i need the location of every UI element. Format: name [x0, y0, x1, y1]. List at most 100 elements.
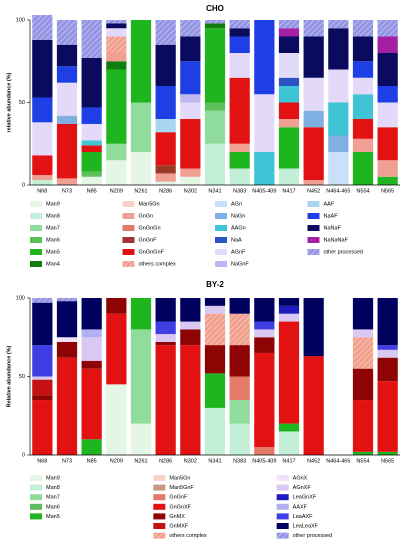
bar-segment — [229, 168, 250, 185]
bar-segment — [106, 298, 127, 314]
legend-label: Man7 — [46, 495, 60, 501]
bar-segment — [229, 152, 250, 169]
x-tick-label: N302 — [184, 458, 197, 464]
bar-segment — [328, 152, 349, 185]
bar-segment — [106, 69, 127, 144]
legend-label: GnGn — [139, 213, 154, 219]
x-tick-label: N68 — [37, 458, 47, 464]
bar-segment — [180, 345, 201, 455]
bar-segment — [254, 298, 275, 322]
x-tick-label: N565 — [381, 188, 394, 194]
x-tick-label: N341 — [208, 458, 221, 464]
bar-segment — [32, 302, 53, 346]
bar-segment — [106, 384, 127, 455]
bar-hatch — [32, 298, 53, 303]
bar-segment — [155, 334, 176, 342]
bar-segment — [56, 115, 78, 124]
legend-swatch — [276, 484, 289, 491]
legend-label: Man8 — [46, 485, 60, 491]
bar-segment — [352, 119, 374, 139]
legend-label: GnGnGn — [139, 225, 161, 231]
bar-segment — [352, 451, 374, 455]
bar-hatch — [328, 20, 349, 29]
bar-segment — [106, 143, 127, 161]
bar-segment — [155, 119, 176, 133]
bar-segment — [106, 53, 127, 62]
bar-hatch — [56, 298, 78, 302]
bar-segment — [229, 77, 250, 144]
x-tick-label: N286 — [159, 188, 172, 194]
bar-segment — [278, 127, 300, 169]
legend-swatch — [30, 213, 42, 219]
bar-segment — [377, 349, 398, 358]
bar-segment — [204, 110, 226, 144]
legend-label: Man6 — [46, 504, 60, 510]
bar-segment — [32, 400, 53, 455]
bar-segment — [303, 180, 324, 185]
legend-label: NaGnF — [231, 261, 249, 267]
bar-segment — [155, 44, 176, 86]
bar-segment — [56, 82, 78, 116]
bar-segment — [180, 329, 201, 346]
bar-segment — [278, 86, 300, 103]
bar-segment — [229, 36, 250, 53]
x-tick-label: N417 — [282, 458, 295, 464]
bar-segment — [130, 329, 152, 424]
bar-segment — [377, 160, 398, 177]
legend-swatch — [153, 503, 166, 510]
bar-segment — [32, 155, 53, 176]
y-tick-label: 50 — [19, 100, 25, 106]
x-tick-label: N464-465 — [326, 188, 350, 194]
x-tick-label: N68 — [37, 188, 47, 194]
x-tick-label: N261 — [134, 458, 147, 464]
bar-segment — [229, 423, 250, 455]
bar-segment — [81, 152, 102, 172]
bar-segment — [204, 28, 226, 103]
legend-label: others complex — [139, 261, 177, 267]
legend-swatch — [153, 494, 166, 501]
legend-swatch — [307, 213, 320, 219]
bar-hatch — [204, 313, 226, 346]
y-axis-label: relative abundance (%) — [6, 72, 12, 132]
legend-label: AGnX — [293, 475, 308, 481]
bar-segment — [278, 321, 300, 424]
legend-label: NaA — [231, 237, 242, 243]
bar-segment — [328, 135, 349, 152]
bar-segment — [303, 298, 324, 357]
bar-segment — [155, 181, 176, 185]
legend-label: Man8 — [46, 213, 60, 219]
bar-hatch — [229, 20, 250, 29]
legend-label: NaGn — [231, 213, 245, 219]
legend-label: other processed — [293, 533, 332, 539]
legend-label: LeaGnXF — [293, 495, 317, 501]
bar-segment — [81, 368, 102, 440]
bar-segment — [155, 341, 176, 346]
x-tick-label: N261 — [134, 188, 147, 194]
bar-segment — [278, 36, 300, 53]
bar-segment — [180, 176, 201, 185]
bar-segment — [377, 86, 398, 103]
legend-label: GnGnF — [169, 495, 188, 501]
bar-segment — [32, 122, 53, 156]
chart-title: CHO — [206, 4, 224, 13]
bar-segment — [377, 345, 398, 350]
bar-segment — [229, 28, 250, 37]
legend-swatch — [276, 475, 289, 481]
x-tick-label: N554 — [356, 458, 369, 464]
bar-segment — [106, 28, 127, 37]
bar-segment — [81, 329, 102, 338]
bar-segment — [254, 337, 275, 353]
bar-segment — [303, 127, 324, 181]
bar-segment — [254, 20, 275, 95]
x-tick-label: N85 — [87, 188, 97, 194]
legend-label: Man5Gn — [169, 475, 190, 481]
x-tick-label: N405-409 — [252, 188, 276, 194]
bar-segment — [81, 140, 102, 146]
x-tick-label: N209 — [110, 188, 123, 194]
bar-segment — [204, 143, 226, 185]
bar-segment — [81, 57, 102, 108]
bar-segment — [352, 368, 374, 401]
bar-segment — [180, 102, 201, 119]
bar-segment — [81, 107, 102, 124]
